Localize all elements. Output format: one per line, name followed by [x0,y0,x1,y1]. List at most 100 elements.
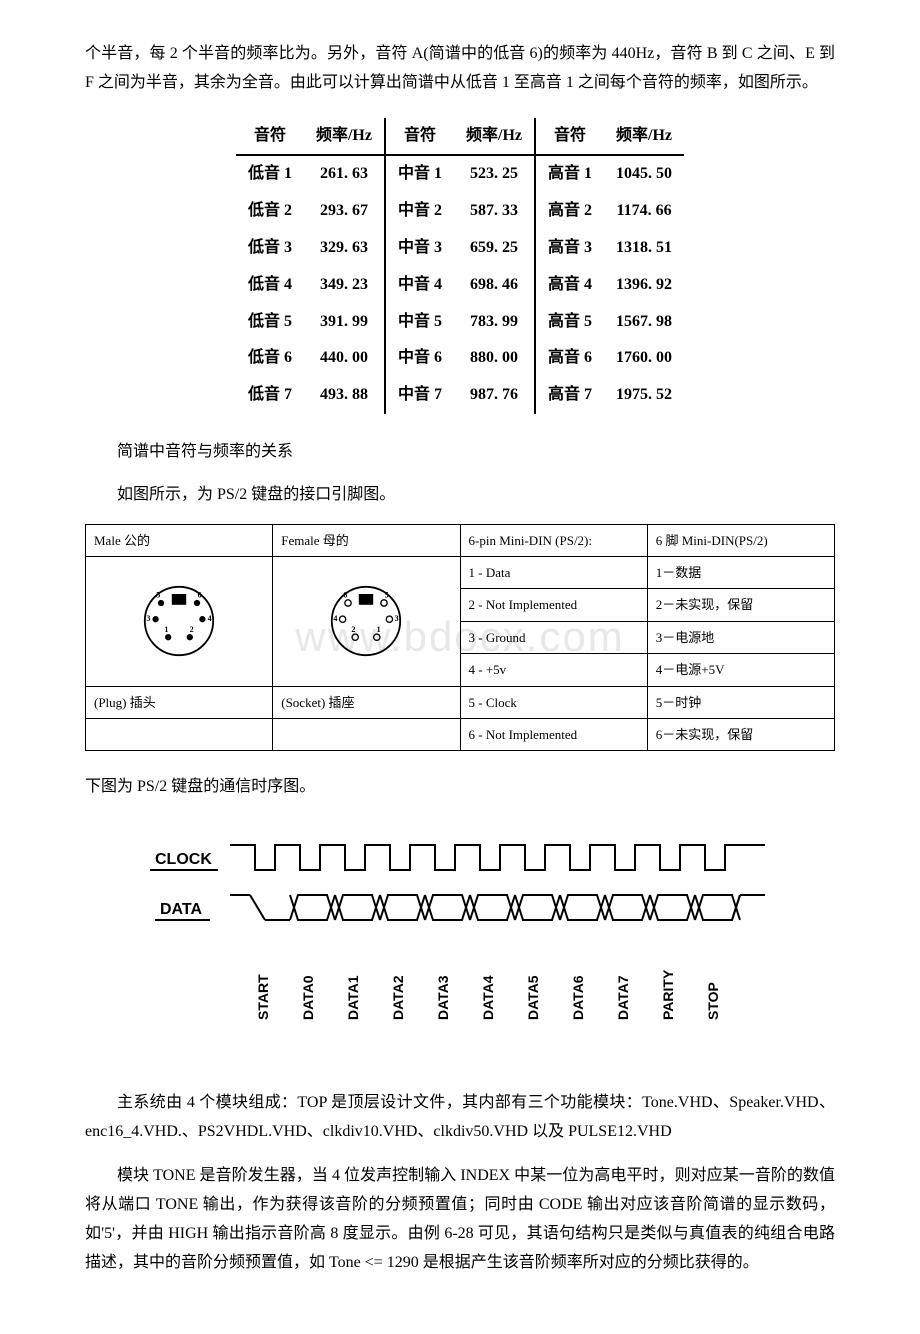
svg-text:5: 5 [156,591,160,600]
table-cell: 中音 3 [385,230,454,267]
table-cell: 高音 6 [535,340,604,377]
timing-diagram: CLOCK DATA STARTDATA0DATA1DATA2DATA3DATA… [85,820,835,1061]
svg-text:4: 4 [208,614,212,623]
svg-text:2: 2 [190,625,194,634]
data-label: DATA [160,901,203,918]
bit-label: PARITY [660,969,676,1020]
table-row: 低音 3329. 63中音 3659. 25高音 31318. 51 [236,230,684,267]
empty-cell [86,718,273,750]
table-cell: 中音 6 [385,340,454,377]
female-connector-icon: 6 5 4 3 2 1 [321,576,411,666]
bit-label: DATA3 [435,975,451,1020]
table-cell: 低音 2 [236,193,304,230]
svg-text:6: 6 [344,591,348,600]
table-cell: 440. 00 [304,340,385,377]
pin-cn: 4－电源+5V [647,654,834,686]
table-row: 5 6 3 4 1 2 6 5 4 3 2 [86,556,835,588]
table-cell: 1174. 66 [604,193,684,230]
male-connector-cell: 5 6 3 4 1 2 [86,556,273,686]
bit-label: DATA5 [525,975,541,1020]
svg-text:6: 6 [198,591,202,600]
svg-text:1: 1 [377,625,381,634]
pin-cn: 5－时钟 [647,686,834,718]
table-cell: 低音 6 [236,340,304,377]
clock-waveform [230,845,765,870]
pin-en: 5 - Clock [460,686,647,718]
data-waveform [230,895,765,920]
table-row: (Plug) 插头 (Socket) 插座 5 - Clock 5－时钟 [86,686,835,718]
table-cell: 1045. 50 [604,155,684,193]
svg-text:3: 3 [147,614,151,623]
module-paragraph: 主系统由 4 个模块组成：TOP 是顶层设计文件，其内部有三个功能模块：Tone… [85,1089,835,1147]
table-cell: 698. 46 [454,267,535,304]
pin-cn: 1－数据 [647,556,834,588]
pin-en: 4 - +5v [460,654,647,686]
freq-table-container: 音符 频率/Hz 音符 频率/Hz 音符 频率/Hz 低音 1261. 63中音… [85,118,835,414]
table-cell: 低音 7 [236,377,304,414]
table-cell: 261. 63 [304,155,385,193]
table-cell: 中音 2 [385,193,454,230]
table-cell: 中音 1 [385,155,454,193]
header-cell: 音符 [236,118,304,156]
pin-en: 6 - Not Implemented [460,718,647,750]
table-cell: 493. 88 [304,377,385,414]
table-cell: 349. 23 [304,267,385,304]
table-cell: 高音 2 [535,193,604,230]
table-row: 低音 7493. 88中音 7987. 76高音 71975. 52 [236,377,684,414]
timing-intro: 下图为 PS/2 键盘的通信时序图。 [85,773,835,802]
table-row: 低音 2293. 67中音 2587. 33高音 21174. 66 [236,193,684,230]
table-cell: 低音 3 [236,230,304,267]
bit-label: DATA6 [570,975,586,1020]
ps2-intro: 如图所示，为 PS/2 键盘的接口引脚图。 [85,481,835,510]
timing-svg: CLOCK DATA STARTDATA0DATA1DATA2DATA3DATA… [140,820,780,1050]
svg-text:2: 2 [352,625,356,634]
table-row: Male 公的 Female 母的 6-pin Mini-DIN (PS/2):… [86,524,835,556]
freq-table-caption: 简谱中音符与频率的关系 [85,438,835,467]
header-cell: 频率/Hz [604,118,684,156]
bit-label: DATA7 [615,975,631,1020]
male-header: Male 公的 [86,524,273,556]
table-cell: 587. 33 [454,193,535,230]
frequency-table: 音符 频率/Hz 音符 频率/Hz 音符 频率/Hz 低音 1261. 63中音… [236,118,684,414]
table-cell: 低音 1 [236,155,304,193]
socket-label: (Socket) 插座 [273,686,460,718]
svg-text:5: 5 [385,591,389,600]
table-cell: 高音 3 [535,230,604,267]
clock-label: CLOCK [155,851,212,868]
svg-text:4: 4 [334,614,338,623]
table-cell: 329. 63 [304,230,385,267]
table-row: 低音 4349. 23中音 4698. 46高音 41396. 92 [236,267,684,304]
table-cell: 391. 99 [304,304,385,341]
table-row: 低音 5391. 99中音 5783. 99高音 51567. 98 [236,304,684,341]
table-cell: 低音 5 [236,304,304,341]
table-cell: 523. 25 [454,155,535,193]
tone-paragraph: 模块 TONE 是音阶发生器，当 4 位发声控制输入 INDEX 中某一位为高电… [85,1162,835,1277]
header-cell: 频率/Hz [454,118,535,156]
table-row: 低音 6440. 00中音 6880. 00高音 61760. 00 [236,340,684,377]
table-cell: 高音 1 [535,155,604,193]
table-cell: 293. 67 [304,193,385,230]
table-cell: 高音 4 [535,267,604,304]
table-cell: 1975. 52 [604,377,684,414]
pin-en: 1 - Data [460,556,647,588]
pin-header-cn: 6 脚 Mini-DIN(PS/2) [647,524,834,556]
empty-cell [273,718,460,750]
table-cell: 987. 76 [454,377,535,414]
table-cell: 高音 7 [535,377,604,414]
table-cell: 880. 00 [454,340,535,377]
pin-en: 3 - Ground [460,621,647,653]
female-connector-cell: 6 5 4 3 2 1 [273,556,460,686]
pin-cn: 6－未实现，保留 [647,718,834,750]
header-cell: 音符 [385,118,454,156]
svg-text:3: 3 [395,614,399,623]
bit-label: STOP [705,982,721,1020]
ps2-pinout-table: Male 公的 Female 母的 6-pin Mini-DIN (PS/2):… [85,524,835,752]
table-row: 低音 1261. 63中音 1523. 25高音 11045. 50 [236,155,684,193]
bit-label: DATA1 [345,975,361,1020]
header-cell: 频率/Hz [304,118,385,156]
bit-label: DATA2 [390,975,406,1020]
pin-cn: 3－电源地 [647,621,834,653]
header-cell: 音符 [535,118,604,156]
table-cell: 1318. 51 [604,230,684,267]
table-row: 6 - Not Implemented 6－未实现，保留 [86,718,835,750]
